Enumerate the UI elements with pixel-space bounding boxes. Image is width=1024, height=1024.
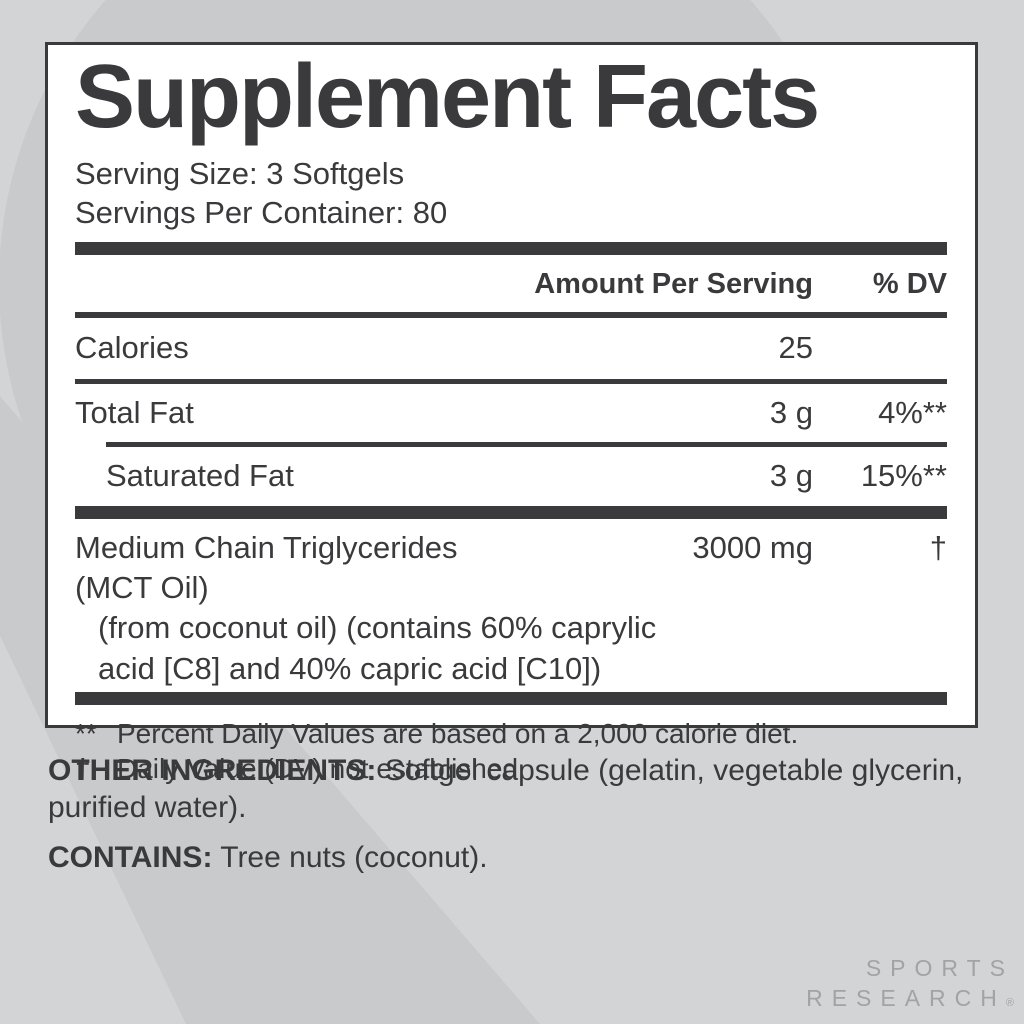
row-name: Saturated Fat	[106, 457, 294, 493]
row-amount: 3 g	[769, 457, 813, 493]
table-row-total-fat: Total Fat 3 g 4%**	[75, 384, 947, 442]
other-ingredients: OTHER INGREDIENTS: Softgel capsule (gela…	[48, 752, 982, 826]
panel-title: Supplement Facts	[75, 47, 820, 147]
footnote-text: Percent Daily Values are based on a 2,00…	[117, 717, 799, 749]
footnote-daily-values: ** Percent Daily Values are based on a 2…	[75, 716, 947, 751]
contains-text: Tree nuts (coconut).	[212, 841, 488, 874]
thick-divider-bottom	[75, 691, 947, 705]
table-row-saturated-fat: Saturated Fat 3 g 15%**	[75, 447, 947, 506]
sports-research-wordmark: SPORTS RESEARCH®	[806, 953, 1014, 1014]
thick-divider-top	[75, 241, 947, 255]
brand-line-research: RESEARCH®	[806, 985, 1014, 1012]
row-name-wrap-line: acid [C8] and 40% capric acid [C10])	[98, 650, 602, 686]
registered-trademark-symbol: ®	[1005, 997, 1014, 1010]
servings-per-container: Servings Per Container: 80	[75, 194, 448, 230]
table-row-mct-oil: Medium Chain Triglycerides (MCT Oil) 300…	[75, 519, 947, 692]
contains-statement: CONTAINS: Tree nuts (coconut).	[48, 841, 982, 875]
contains-label: CONTAINS:	[48, 841, 213, 874]
footnote-dv-not-established: † Daily Value (DV) not established.	[75, 751, 947, 786]
footnotes: ** Percent Daily Values are based on a 2…	[75, 716, 947, 787]
row-name: Calories	[75, 329, 189, 365]
row-amount: 25	[778, 329, 813, 365]
serving-info: Serving Size: 3 Softgels Servings Per Co…	[75, 155, 947, 233]
table-row-calories: Calories 25	[75, 318, 947, 379]
row-name-wrap-line: (from coconut oil) (contains 60% capryli…	[98, 610, 657, 646]
row-dv: 15%**	[860, 457, 947, 493]
footnote-text: Daily Value (DV) not established.	[117, 753, 526, 785]
divider-after-total-fat	[106, 441, 947, 447]
supplement-facts-panel: Supplement Facts Serving Size: 3 Softgel…	[45, 42, 978, 784]
brand-line-sports: SPORTS	[865, 954, 1014, 981]
other-ingredients-label: OTHER INGREDIENTS:	[48, 754, 377, 787]
row-dv: 4%**	[878, 394, 947, 430]
table-header-row: Amount Per Serving % DV	[75, 255, 947, 312]
footnote-marker: **	[75, 717, 97, 749]
thick-divider-middle	[75, 505, 947, 519]
row-name: Total Fat	[75, 394, 194, 430]
row-amount: 3 g	[769, 394, 813, 430]
header-percent-dv: % DV	[872, 267, 947, 300]
row-amount: 3000 mg	[692, 529, 813, 565]
divider-after-calories	[75, 378, 947, 384]
header-amount-per-serving: Amount Per Serving	[534, 267, 813, 300]
serving-size: Serving Size: 3 Softgels	[75, 156, 405, 192]
divider-under-header	[75, 311, 947, 318]
row-name: Medium Chain Triglycerides (MCT Oil)	[75, 529, 458, 605]
row-dv-dagger: †	[929, 529, 947, 565]
other-ingredients-text: Softgel capsule (gelatin, vegetable glyc…	[48, 754, 964, 825]
footnote-marker: †	[75, 753, 91, 785]
